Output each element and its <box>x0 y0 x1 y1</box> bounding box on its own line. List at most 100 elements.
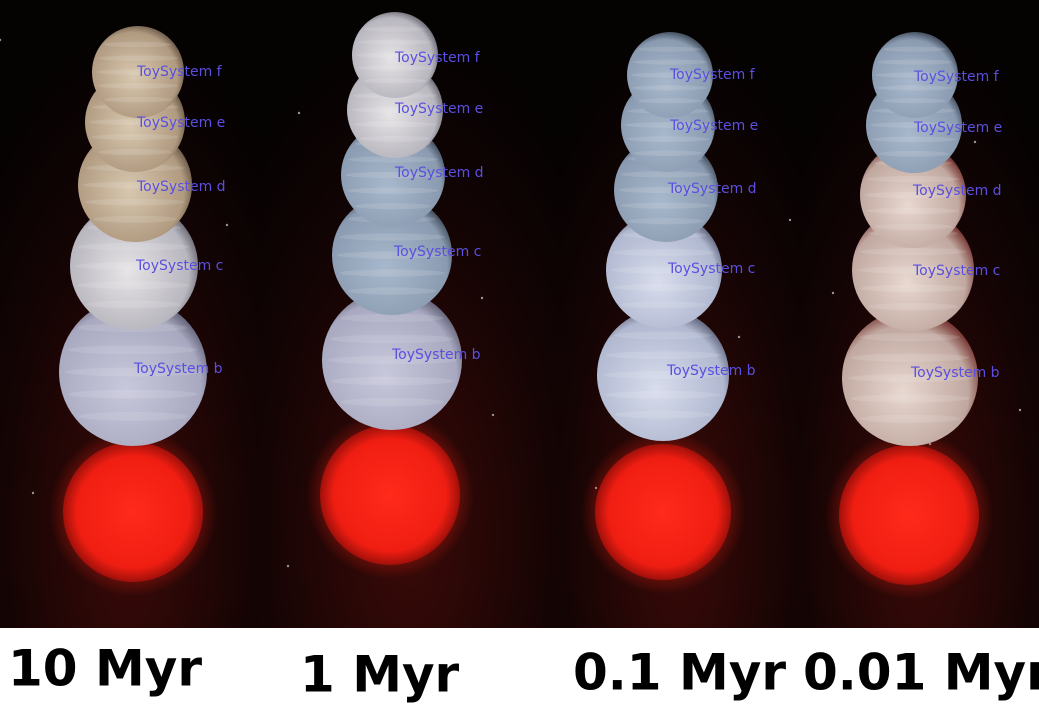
background-star <box>31 491 35 495</box>
planet <box>92 26 184 118</box>
planet-band <box>866 175 960 183</box>
planet-label: ToySystem d <box>136 179 226 195</box>
planet-band <box>632 85 708 91</box>
planet-band <box>345 171 441 179</box>
planet-band <box>864 191 962 199</box>
planet <box>332 195 452 315</box>
background-star <box>737 335 741 339</box>
planet <box>872 32 958 118</box>
planet-band <box>104 41 172 48</box>
age-caption: 0.01 Myr <box>803 644 1039 702</box>
planet <box>597 309 729 441</box>
planet-band <box>613 249 715 257</box>
planet-band <box>97 55 179 61</box>
planet-band <box>75 262 193 270</box>
planet-band <box>339 269 445 277</box>
planet-label: ToySystem c <box>667 261 755 277</box>
render-panel: ToySystem f ToySystem e ToySystem d ToySyst… <box>800 0 1039 702</box>
planet-band <box>605 351 721 360</box>
planet-label: ToySystem f <box>136 64 223 80</box>
planet-band <box>859 284 967 292</box>
planet-band <box>621 301 707 309</box>
planet-band <box>632 59 708 65</box>
planet-band <box>614 331 712 340</box>
planet-band <box>618 186 714 194</box>
background-star <box>480 296 484 300</box>
planet-band <box>869 122 959 128</box>
background-star <box>286 564 290 568</box>
planet-band <box>850 394 970 403</box>
planet-band <box>330 334 454 344</box>
planet <box>852 209 974 331</box>
planet-band <box>359 135 431 142</box>
planet-band <box>859 333 961 342</box>
planet-band <box>875 72 955 78</box>
planet-label: ToySystem f <box>669 67 756 83</box>
planet-band <box>354 203 432 210</box>
background-star <box>491 413 495 417</box>
planet-band <box>873 223 953 230</box>
planet-band <box>77 242 191 251</box>
planet-band <box>883 46 947 52</box>
planet-label: ToySystem b <box>391 347 481 363</box>
planet-band <box>93 215 177 223</box>
planet-band <box>98 149 172 155</box>
planet-band <box>871 136 957 143</box>
planet-band <box>357 39 433 45</box>
planet-label: ToySystem d <box>912 183 1002 199</box>
planet-band <box>638 98 702 104</box>
planet-label: ToySystem e <box>136 115 225 131</box>
planet-band <box>89 119 181 125</box>
planet <box>627 32 713 118</box>
planet-band <box>877 85 953 91</box>
planet-band <box>330 376 454 386</box>
planet-label: ToySystem b <box>910 365 1000 381</box>
red-dwarf-star <box>595 444 731 580</box>
planet-band <box>850 353 970 362</box>
background-star <box>225 223 229 227</box>
background-star <box>788 218 792 222</box>
planet-band <box>866 207 960 215</box>
planet-band <box>82 181 188 189</box>
planet <box>860 142 966 248</box>
background-star <box>973 140 977 144</box>
planet-band <box>605 390 721 399</box>
planet-band <box>620 202 712 209</box>
background-star <box>0 38 2 42</box>
planet-band <box>877 59 953 65</box>
background-star <box>1018 408 1022 412</box>
planet-band <box>340 313 444 323</box>
planet-band <box>68 345 198 355</box>
planet-label: ToySystem c <box>135 258 223 274</box>
planet-label: ToySystem b <box>666 363 756 379</box>
red-dwarf-star <box>839 445 979 585</box>
planet-band <box>630 72 710 78</box>
planet-band <box>355 52 435 58</box>
planet <box>842 310 978 446</box>
planet-band <box>347 287 437 295</box>
planet-band <box>859 414 961 423</box>
planet-band <box>610 266 718 274</box>
planet-label: ToySystem e <box>913 120 1002 136</box>
red-dwarf-star <box>320 425 460 565</box>
planet-band <box>78 411 188 421</box>
planet-band <box>352 121 438 128</box>
planet-label: ToySystem f <box>394 50 481 66</box>
planet-band <box>347 156 439 163</box>
planet-band <box>868 302 958 311</box>
planet <box>70 202 198 330</box>
planet-band <box>363 78 427 84</box>
age-caption: 10 Myr <box>8 640 202 698</box>
planet-band <box>357 65 433 71</box>
render-panel: ToySystem f ToySystem e ToySystem d ToySyst… <box>258 0 560 704</box>
planet-label: ToySystem b <box>133 361 223 377</box>
render-panel: ToySystem f ToySystem e ToySystem d ToySyst… <box>560 0 800 702</box>
planet-band <box>340 397 444 407</box>
planet-band <box>363 26 427 32</box>
planet-band <box>327 355 457 365</box>
planet-label: ToySystem e <box>669 118 758 134</box>
planet-band <box>95 69 181 75</box>
planet-band <box>86 300 182 309</box>
planet-band <box>626 136 710 142</box>
